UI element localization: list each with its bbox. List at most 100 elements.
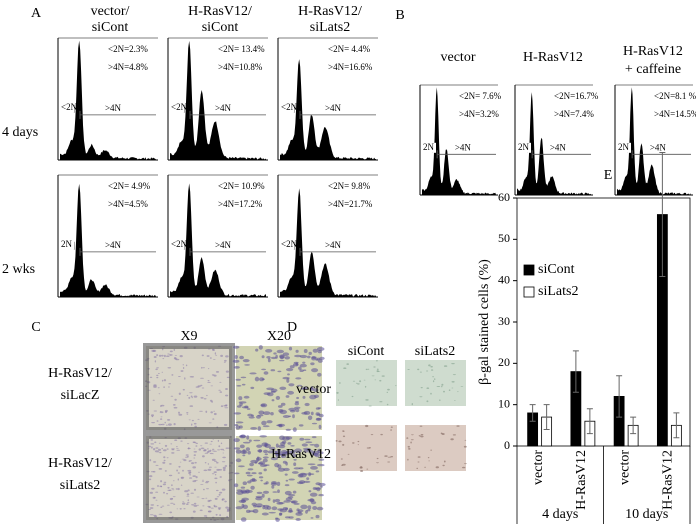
row-label: 2 wks [2, 262, 35, 277]
cell [273, 352, 277, 355]
cell [247, 468, 254, 471]
cell [274, 498, 281, 503]
micrograph-bg [146, 346, 232, 430]
cell [185, 364, 188, 367]
cell [173, 503, 176, 505]
cell [173, 480, 175, 482]
cell [430, 449, 432, 452]
cell [167, 489, 171, 491]
cell [262, 505, 266, 510]
cell [301, 473, 309, 475]
stat-label: >4N=4.5% [108, 199, 148, 209]
cell [300, 504, 308, 510]
micrograph-bg [336, 425, 397, 471]
cell [266, 387, 274, 391]
row-label: siLats2 [60, 478, 100, 493]
cell [374, 379, 377, 381]
cell [253, 439, 261, 442]
cell [240, 486, 246, 489]
cell [352, 442, 355, 444]
cell [408, 448, 411, 450]
cell [460, 386, 464, 387]
cell [198, 471, 200, 473]
cell [263, 411, 271, 415]
cell [311, 368, 319, 373]
cell [177, 472, 180, 474]
cell [284, 490, 292, 496]
cell [284, 484, 290, 487]
cell [213, 412, 217, 416]
gate-label: <2N [171, 239, 188, 249]
cell [290, 445, 295, 447]
cell [298, 366, 302, 370]
cell [452, 434, 456, 436]
cell [198, 448, 202, 451]
cell [240, 450, 248, 455]
row-label: H-RasV12/ [48, 366, 112, 381]
cell [235, 449, 242, 454]
stat-label: <2N=2.3% [108, 44, 148, 54]
cell [218, 389, 221, 391]
cell [267, 358, 271, 363]
cell [241, 406, 249, 409]
gate-label-bg [517, 142, 531, 153]
cell [187, 499, 189, 502]
histogram-fill [280, 59, 376, 160]
cell [262, 456, 269, 459]
cell [419, 425, 423, 427]
vignette [143, 433, 235, 523]
cell [271, 481, 277, 485]
cell [207, 381, 211, 383]
cell [183, 508, 186, 510]
cell [291, 471, 299, 474]
cell [300, 387, 307, 390]
cell [287, 510, 294, 513]
cell [161, 379, 164, 382]
cell [232, 359, 240, 363]
cell [442, 464, 445, 467]
cell [249, 462, 255, 467]
cell [299, 363, 307, 368]
cell [296, 396, 299, 400]
cell [195, 476, 198, 479]
cell [276, 481, 281, 486]
cell [160, 411, 162, 412]
cell [180, 440, 183, 442]
cell [179, 355, 183, 358]
cell [189, 460, 193, 462]
cell [168, 474, 173, 477]
gate-label: >4N [325, 103, 342, 113]
stat-label: <2N= 4.9% [108, 181, 151, 191]
gate-label: >4N [215, 103, 232, 113]
panel-label: B [395, 8, 404, 23]
cell [213, 504, 216, 507]
cell [293, 362, 299, 367]
cell [161, 505, 165, 507]
cell [271, 485, 275, 489]
cell [217, 439, 220, 442]
cell [305, 510, 308, 514]
cell [200, 384, 203, 387]
cell [187, 469, 192, 472]
cell [207, 463, 210, 465]
cell [212, 448, 215, 450]
cell [282, 376, 290, 380]
cell [242, 481, 247, 486]
cell [200, 484, 204, 485]
cell [451, 381, 455, 383]
cell [160, 416, 163, 418]
cell [240, 517, 247, 522]
cell [207, 380, 210, 382]
cell [167, 353, 170, 355]
cell [207, 448, 209, 450]
cell [151, 415, 154, 418]
cell [320, 485, 323, 488]
cell [266, 420, 273, 424]
cell [317, 372, 322, 377]
cell [209, 443, 213, 445]
cell [223, 468, 226, 472]
panel-label: E [604, 168, 613, 183]
micrograph-bg [336, 360, 397, 406]
cell [153, 514, 157, 517]
cell [225, 370, 229, 373]
